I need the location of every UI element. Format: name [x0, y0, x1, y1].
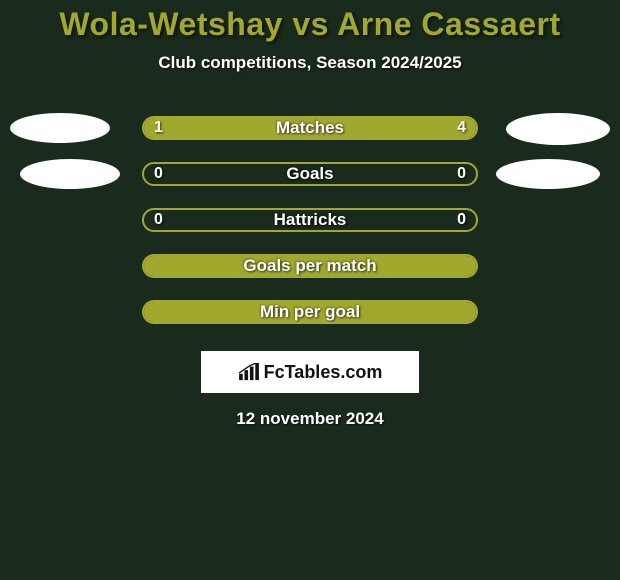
stat-value-left: 0: [154, 164, 163, 184]
stat-label: Hattricks: [144, 210, 476, 230]
bar-fill-right: [210, 118, 476, 138]
bar-fill-left: [144, 256, 476, 276]
stat-row: 0 0Hattricks: [0, 197, 620, 243]
player-badge-left: [20, 159, 120, 189]
page-title: Wola-Wetshay vs Arne Cassaert: [0, 6, 620, 43]
player-badge-right: [496, 159, 600, 189]
stats-list: 14Matches00Goals00HattricksGoals per mat…: [0, 105, 620, 335]
stat-label: Goals: [144, 164, 476, 184]
source-logo: FcTables.com: [201, 351, 419, 393]
stat-row: 14Matches: [0, 105, 620, 151]
player-badge-right: [506, 113, 610, 145]
logo-text: FcTables.com: [264, 362, 383, 383]
date-label: 12 november 2024: [0, 409, 620, 429]
stat-bar: 14Matches: [142, 116, 478, 140]
stat-row: 0 0Goals: [0, 151, 620, 197]
bar-chart-icon: [238, 363, 260, 381]
stat-bar: 0 0Hattricks: [142, 208, 478, 232]
stat-value-left: 0: [154, 210, 163, 230]
subtitle: Club competitions, Season 2024/2025: [0, 53, 620, 73]
stat-value-right: 4: [457, 118, 466, 138]
stat-value-right: 0: [457, 164, 466, 184]
stat-row: Min per goal: [0, 289, 620, 335]
player-badge-left: [10, 113, 110, 143]
stat-bar: Min per goal: [142, 300, 478, 324]
stat-value-right: 0: [457, 210, 466, 230]
stat-bar: 0 0Goals: [142, 162, 478, 186]
comparison-infographic: Wola-Wetshay vs Arne Cassaert Club compe…: [0, 0, 620, 429]
stat-bar: Goals per match: [142, 254, 478, 278]
bar-fill-left: [144, 302, 476, 322]
stat-value-left: 1: [154, 118, 163, 138]
stat-row: Goals per match: [0, 243, 620, 289]
